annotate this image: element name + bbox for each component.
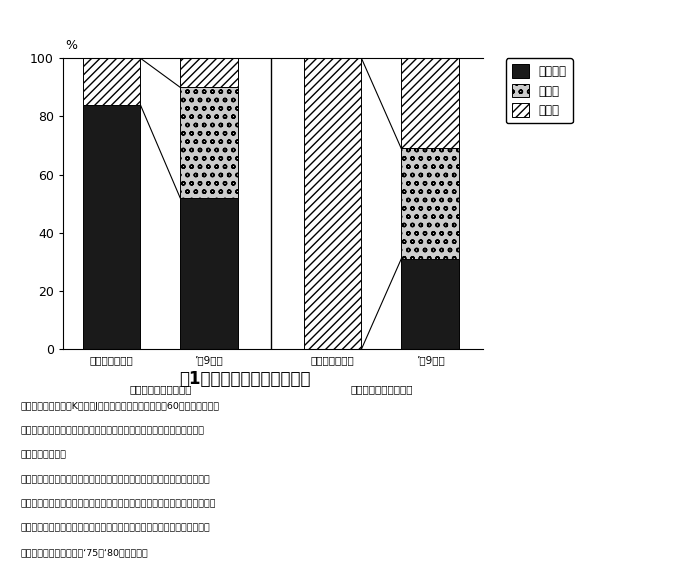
- Bar: [401, 259, 458, 349]
- Bar: [304, 58, 361, 349]
- Text: 位である農家の割合のことである。第２位作目の農家割合も同様である。: 位である農家の割合のことである。第２位作目の農家割合も同様である。: [21, 499, 216, 508]
- Bar: [180, 198, 237, 349]
- Legend: シイタケ, 園芸品, その他: シイタケ, 園芸品, その他: [505, 58, 573, 123]
- Bar: [83, 105, 141, 349]
- Text: 第１位作目の農家割合: 第１位作目の農家割合: [129, 384, 192, 394]
- Bar: [180, 87, 237, 198]
- Text: ３）シイタケ最盛期とは、各農家のシイタケ販売額が最も多かった時期の: ３）シイタケ最盛期とは、各農家のシイタケ販売額が最も多かった時期の: [21, 524, 211, 533]
- Text: 注１）上記の結果はK集落，J集落のシイタケ生産農家組60戸を対象とした: 注１）上記の結果はK集落，J集落のシイタケ生産農家組60戸を対象とした: [21, 402, 220, 410]
- Text: くものである。: くものである。: [21, 450, 67, 459]
- Text: 第２位作目の農家割合: 第２位作目の農家割合: [350, 384, 412, 394]
- Text: 調査結果をまとめたものである。以下の図表も同様の調査結果に基づ: 調査結果をまとめたものである。以下の図表も同様の調査結果に基づ: [21, 426, 205, 435]
- Text: %: %: [66, 40, 78, 52]
- Text: ことであり、平均して‘75～‘80年である。: ことであり、平均して‘75～‘80年である。: [21, 548, 148, 557]
- Text: 図1　経営内作目構成の推移: 図1 経営内作目構成の推移: [179, 370, 311, 388]
- Bar: [83, 58, 141, 105]
- Bar: [401, 58, 458, 148]
- Text: ２）第１位作目の農家割合とは、経営内でそれぞれの作目の販売額が第１: ２）第１位作目の農家割合とは、経営内でそれぞれの作目の販売額が第１: [21, 475, 211, 484]
- Bar: [401, 148, 458, 259]
- Bar: [180, 58, 237, 87]
